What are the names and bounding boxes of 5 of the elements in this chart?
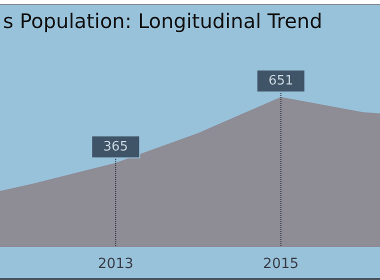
x-tick-label: 2015: [263, 256, 299, 272]
chart-title: s Population: Longitudinal Trend: [3, 9, 322, 33]
data-label: 651: [268, 74, 294, 88]
data-label: 365: [103, 139, 128, 154]
x-tick-label: 2013: [98, 256, 134, 272]
